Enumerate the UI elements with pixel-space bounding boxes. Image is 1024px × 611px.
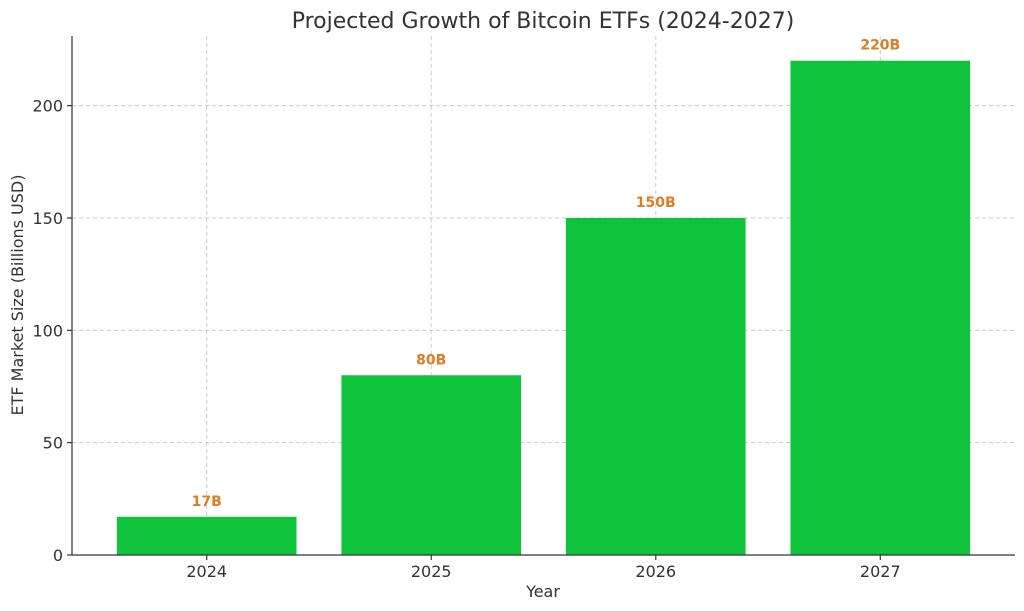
bar-2024: [116, 516, 297, 555]
y-tick-label: 200: [32, 97, 63, 116]
data-label-2025: 80B: [416, 352, 446, 368]
y-tick-label: 150: [32, 209, 63, 228]
data-labels-group: 17B 80B 150B 220B: [192, 38, 901, 510]
bar-2026: [565, 217, 746, 556]
x-tick-label: 2027: [860, 562, 901, 581]
y-axis-label: ETF Market Size (Billions USD): [8, 175, 27, 416]
x-tick-label: 2025: [411, 562, 452, 581]
data-label-2026: 150B: [636, 195, 676, 211]
x-tick-label: 2024: [186, 562, 227, 581]
grid: [72, 36, 1015, 556]
y-ticks-group: 0 50 100 150 200: [32, 97, 72, 565]
y-tick-label: 0: [53, 546, 63, 565]
y-tick-label: 100: [32, 321, 63, 340]
x-axis-label: Year: [525, 582, 560, 601]
bars-group: [116, 60, 971, 556]
bar-2025: [341, 375, 522, 555]
x-tick-label: 2026: [635, 562, 676, 581]
axes: [71, 36, 1015, 556]
chart-title: Projected Growth of Bitcoin ETFs (2024-2…: [292, 9, 795, 34]
data-label-2024: 17B: [192, 494, 222, 510]
y-tick-label: 50: [43, 434, 63, 453]
bar-2027: [790, 60, 971, 555]
data-label-2027: 220B: [860, 38, 900, 54]
x-ticks-group: 2024 2025 2026 2027: [186, 555, 901, 581]
